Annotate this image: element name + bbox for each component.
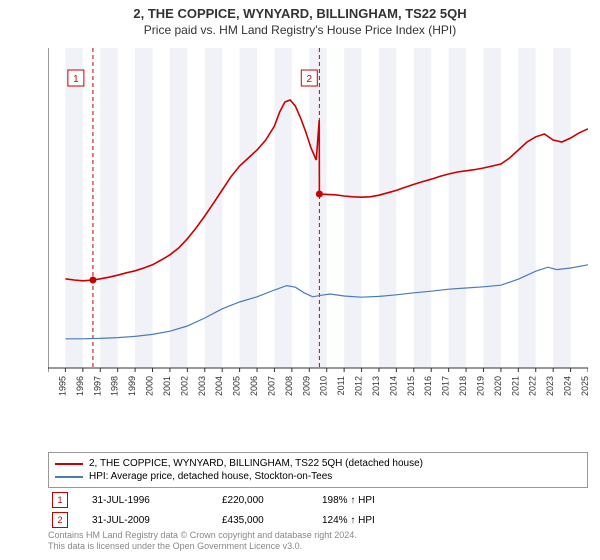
svg-text:2013: 2013 xyxy=(371,376,381,396)
svg-text:2021: 2021 xyxy=(510,376,520,396)
svg-text:2018: 2018 xyxy=(458,376,468,396)
svg-text:2009: 2009 xyxy=(301,376,311,396)
transactions-table: 1 31-JUL-1996£220,000198% ↑ HPI 2 31-JUL-20… xyxy=(48,490,588,530)
price-chart: £0£100K£200K£300K£400K£500K£600K£700K£80… xyxy=(48,48,588,406)
svg-text:2019: 2019 xyxy=(475,376,485,396)
svg-text:2010: 2010 xyxy=(319,376,329,396)
svg-text:1999: 1999 xyxy=(127,376,137,396)
legend-item: 2, THE COPPICE, WYNYARD, BILLINGHAM, TS2… xyxy=(55,457,581,470)
svg-text:2017: 2017 xyxy=(441,376,451,396)
legend-label: 2, THE COPPICE, WYNYARD, BILLINGHAM, TS2… xyxy=(89,458,423,469)
legend-swatch xyxy=(55,476,83,478)
chart-subtitle: Price paid vs. HM Land Registry's House … xyxy=(0,21,600,41)
svg-text:2023: 2023 xyxy=(545,376,555,396)
svg-text:1997: 1997 xyxy=(92,376,102,396)
svg-text:2002: 2002 xyxy=(179,376,189,396)
transaction-date: 31-JUL-2009 xyxy=(92,515,222,526)
footer-line1: Contains HM Land Registry data © Crown c… xyxy=(48,530,588,541)
svg-text:2016: 2016 xyxy=(423,376,433,396)
svg-text:2001: 2001 xyxy=(162,376,172,396)
svg-text:2015: 2015 xyxy=(406,376,416,396)
transaction-price: £435,000 xyxy=(222,515,322,526)
chart-title-address: 2, THE COPPICE, WYNYARD, BILLINGHAM, TS2… xyxy=(0,0,600,21)
svg-text:1995: 1995 xyxy=(57,376,67,396)
transaction-badge: 2 xyxy=(52,512,68,528)
transaction-price: £220,000 xyxy=(222,495,322,506)
legend-label: HPI: Average price, detached house, Stoc… xyxy=(89,471,332,482)
svg-text:1996: 1996 xyxy=(75,376,85,396)
svg-text:2006: 2006 xyxy=(249,376,259,396)
svg-text:2000: 2000 xyxy=(145,376,155,396)
svg-text:2005: 2005 xyxy=(232,376,242,396)
legend-item: HPI: Average price, detached house, Stoc… xyxy=(55,470,581,483)
transaction-date: 31-JUL-1996 xyxy=(92,495,222,506)
transaction-pct: 124% ↑ HPI xyxy=(322,515,432,526)
svg-text:1: 1 xyxy=(73,74,79,85)
svg-text:2007: 2007 xyxy=(266,376,276,396)
svg-text:2025: 2025 xyxy=(580,376,588,396)
svg-text:2022: 2022 xyxy=(528,376,538,396)
svg-text:1994: 1994 xyxy=(48,376,50,396)
transaction-badge: 1 xyxy=(52,492,68,508)
legend-swatch xyxy=(55,463,83,465)
svg-text:2014: 2014 xyxy=(388,376,398,396)
svg-text:2020: 2020 xyxy=(493,376,503,396)
svg-text:2011: 2011 xyxy=(336,376,346,395)
svg-text:2004: 2004 xyxy=(214,376,224,396)
svg-text:2008: 2008 xyxy=(284,376,294,396)
svg-text:2012: 2012 xyxy=(354,376,364,396)
footer-attribution: Contains HM Land Registry data © Crown c… xyxy=(48,530,588,552)
svg-text:2: 2 xyxy=(307,74,313,85)
svg-text:1998: 1998 xyxy=(110,376,120,396)
transaction-row: 2 31-JUL-2009£435,000124% ↑ HPI xyxy=(48,510,588,530)
transaction-pct: 198% ↑ HPI xyxy=(322,495,432,506)
chart-legend: 2, THE COPPICE, WYNYARD, BILLINGHAM, TS2… xyxy=(48,452,588,488)
svg-text:2003: 2003 xyxy=(197,376,207,396)
svg-text:2024: 2024 xyxy=(563,376,573,396)
transaction-row: 1 31-JUL-1996£220,000198% ↑ HPI xyxy=(48,490,588,510)
footer-line2: This data is licensed under the Open Gov… xyxy=(48,541,588,552)
